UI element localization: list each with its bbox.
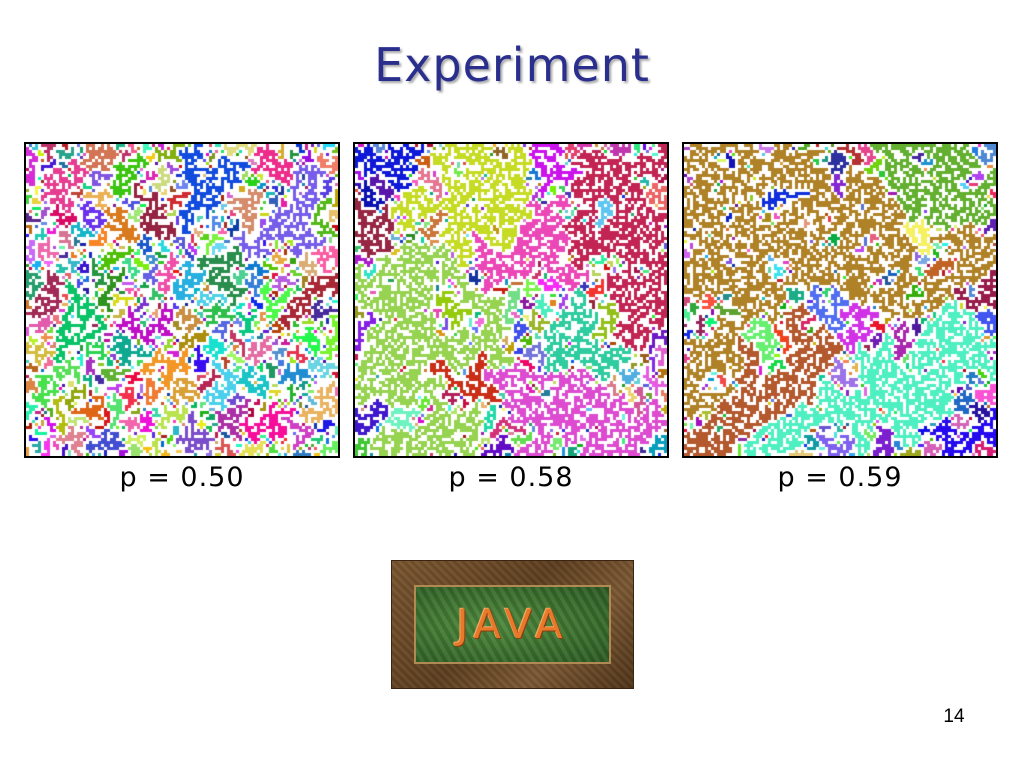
percolation-panel-2 <box>353 142 669 458</box>
percolation-panel-3 <box>682 142 998 458</box>
percolation-image-3 <box>684 144 996 456</box>
java-logo-text: JAVA <box>456 601 569 648</box>
percolation-image-1 <box>26 144 338 456</box>
percolation-image-2 <box>355 144 667 456</box>
percolation-panel-1 <box>24 142 340 458</box>
panel-caption-3: p = 0.59 <box>777 462 903 493</box>
panel-caption-2: p = 0.58 <box>448 462 574 493</box>
slide-title: Experiment <box>374 38 650 92</box>
page-number: 14 <box>943 706 965 727</box>
java-logo: JAVA <box>391 560 634 689</box>
java-logo-inner: JAVA <box>414 585 611 664</box>
panel-caption-1: p = 0.50 <box>119 462 245 493</box>
